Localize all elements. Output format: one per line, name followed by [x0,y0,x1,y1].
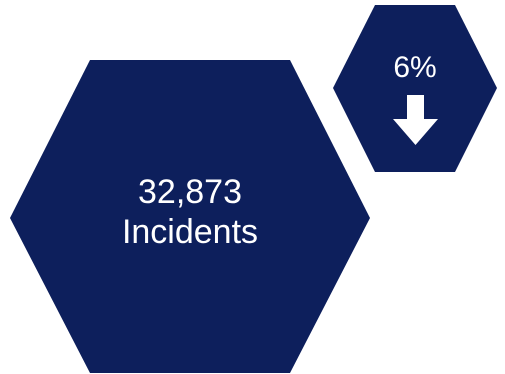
main-stat-block: 32,873 Incidents [40,172,340,252]
incident-label: Incidents [121,213,259,251]
incident-count: 32,873 [138,173,242,211]
change-hexagon [333,5,497,172]
arrow-down-icon [393,95,438,145]
main-hexagon [10,60,370,373]
change-percent: 6% [393,51,437,84]
